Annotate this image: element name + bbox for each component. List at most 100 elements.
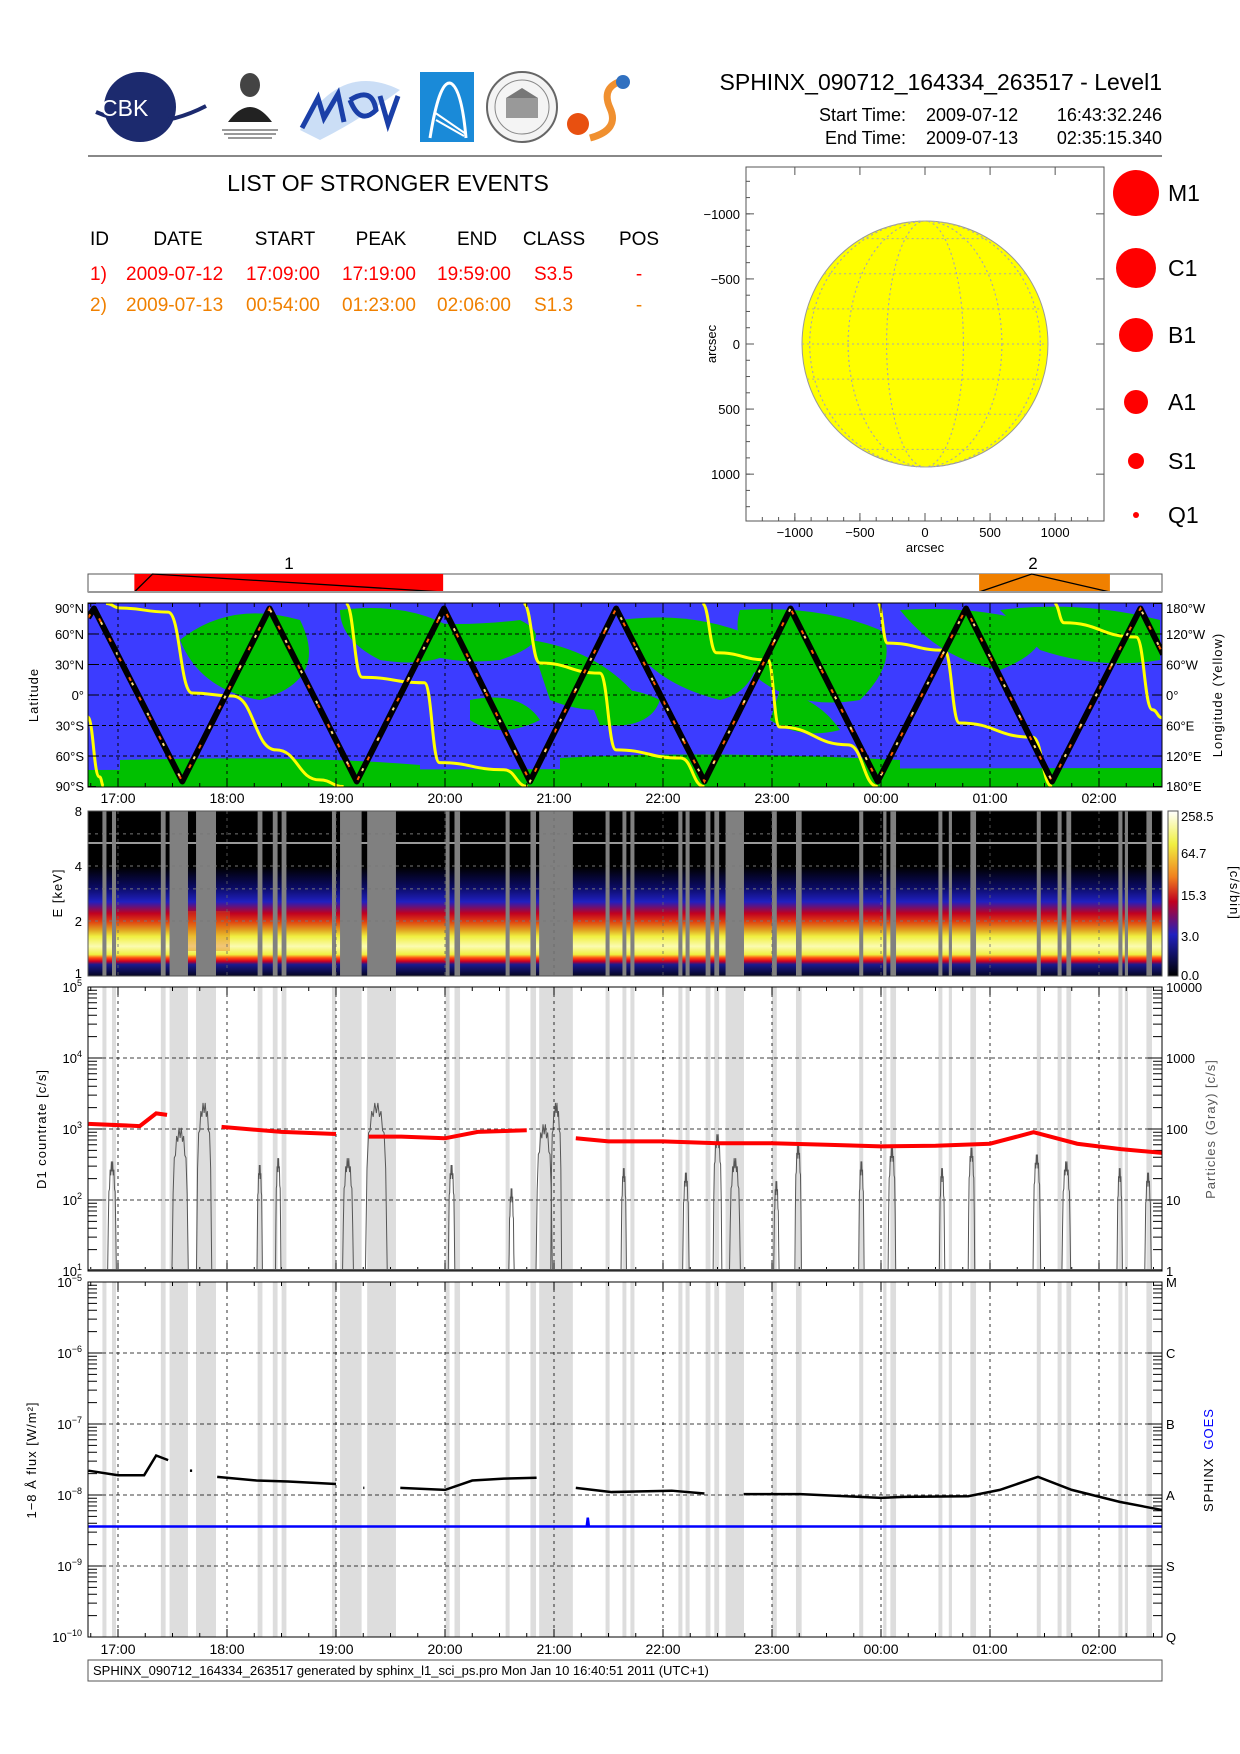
particle-peak: [535, 1124, 553, 1271]
spectrogram-frame: [87, 810, 1163, 977]
particle-peak: [256, 1165, 263, 1271]
data-gap-band: [1066, 1282, 1072, 1637]
y-tick-label: 10−6: [57, 1344, 82, 1361]
latitude-axis-label: Latitude: [26, 668, 41, 722]
y-tick-label: 1000: [711, 467, 740, 482]
longitude-track: [522, 603, 705, 787]
data-gap-band: [605, 1282, 610, 1637]
energy-tick-label: 2: [75, 914, 82, 929]
data-gap-band: [714, 987, 720, 1271]
sphinx-flux-line: [88, 1453, 169, 1477]
sphinx-flux-line: [217, 1475, 337, 1486]
data-gap-band: [196, 1282, 216, 1637]
data-gap-band: [859, 811, 864, 976]
data-gap-band: [331, 811, 336, 976]
landmass: [770, 690, 840, 734]
y2-tick-label: B: [1166, 1417, 1175, 1432]
longitude-tick-label: 0°: [1166, 688, 1178, 703]
y-tick-label: 105: [63, 978, 82, 995]
y2-tick-label: S: [1166, 1559, 1175, 1574]
data-gap-band: [112, 811, 117, 976]
event-label: 2: [1028, 554, 1037, 573]
event-end: 19:59:00: [437, 264, 511, 285]
y2-tick-label: 10000: [1166, 980, 1202, 995]
data-gap-band: [795, 811, 802, 976]
flux-time-label: 02:00: [1081, 1641, 1116, 1657]
data-gap-band: [112, 1282, 117, 1637]
y-tick-base: 10: [57, 1346, 71, 1361]
data-gap-band: [272, 811, 278, 976]
event-id: 2): [90, 295, 107, 316]
sphinx-s-logo: [567, 75, 630, 142]
legend-label: C1: [1168, 255, 1197, 281]
particle-peak: [508, 1188, 515, 1271]
countrate-line: [221, 1124, 337, 1137]
data-gap-band: [367, 811, 396, 976]
data-gap-band: [948, 811, 952, 976]
y-tick-exponent: 5: [77, 978, 82, 988]
y-tick-label: 0: [733, 337, 740, 352]
data-gap-band: [678, 987, 683, 1271]
blue-arch-logo: [420, 72, 474, 142]
data-gap-band: [445, 811, 450, 976]
data-gap-band: [725, 811, 744, 976]
goes-legend-label: GOES: [1201, 1408, 1216, 1450]
event-profile-1: [133, 573, 444, 593]
legend-circle-s1: [1128, 453, 1144, 469]
y-tick-label: 104: [63, 1049, 82, 1066]
data-gap-band: [1057, 1282, 1062, 1637]
solar-disk-plot: −1000 1000 −500 500 0 0 500 −500 1000 −1000 arcsec…: [703, 166, 1105, 555]
y-axis-label: arcsec: [704, 324, 719, 363]
particle-peak: [682, 1172, 690, 1271]
y-tick-exponent: 1: [77, 1262, 82, 1272]
colorbar-label: [c/s/bin]: [1227, 866, 1240, 920]
orbit-latitude-track: [88, 605, 1162, 785]
data-gap-band: [630, 987, 635, 1271]
x-tick-label: −500: [845, 525, 874, 540]
data-gap-band: [714, 811, 720, 976]
data-gap-band: [169, 1282, 188, 1637]
legend-label: S1: [1168, 448, 1196, 474]
y-tick-base: 10: [52, 1630, 66, 1645]
y2-tick-label: A: [1166, 1488, 1175, 1503]
mifi-logo: [299, 81, 401, 140]
landmass: [900, 609, 1042, 670]
countrate-axis-label: D1 countrate [c/s]: [34, 1069, 49, 1189]
flux-time-label: 21:00: [536, 1641, 571, 1657]
data-gap-band: [622, 987, 627, 1271]
longitude-track: [1053, 603, 1162, 720]
longitude-tick-label: 60°E: [1166, 719, 1195, 734]
event-span-2: [979, 574, 1110, 592]
particle-peak: [447, 1165, 456, 1271]
col-pos: POS: [619, 229, 659, 250]
y-tick-label: 10−9: [57, 1557, 82, 1574]
data-gap-band: [281, 811, 287, 976]
data-gap-band: [883, 987, 887, 1271]
data-gap-band: [605, 811, 610, 976]
longitude-axis-label: Longitude (Yellow): [1210, 633, 1225, 757]
y-tick-label: 10−5: [57, 1273, 82, 1290]
cbk-logo-text: CBK: [101, 95, 149, 121]
y-tick-base: 10: [57, 1275, 71, 1290]
y-tick-label: −500: [711, 272, 740, 287]
data-gap-band: [102, 811, 107, 976]
event-profile-2: [978, 573, 1111, 593]
data-gap-band: [505, 1282, 510, 1637]
flux-time-label: 00:00: [863, 1641, 898, 1657]
col-date: DATE: [153, 229, 202, 250]
flux-time-label: 20:00: [427, 1641, 462, 1657]
data-gap-band: [1036, 1282, 1041, 1637]
col-id: ID: [90, 229, 109, 250]
event-pos: -: [636, 295, 642, 316]
data-gap-band: [622, 1282, 627, 1637]
particle-peak: [107, 1161, 117, 1271]
col-class: CLASS: [523, 229, 585, 250]
y2-tick-label: 1: [1166, 1264, 1173, 1279]
y2-tick-label: 100: [1166, 1122, 1188, 1137]
landmass: [620, 617, 760, 700]
y-tick-base: 10: [57, 1488, 71, 1503]
particle-peak: [1116, 1168, 1123, 1271]
event-id: 1): [90, 264, 107, 285]
x-tick-label: 500: [979, 525, 1001, 540]
flux-series: [88, 1453, 1162, 1528]
